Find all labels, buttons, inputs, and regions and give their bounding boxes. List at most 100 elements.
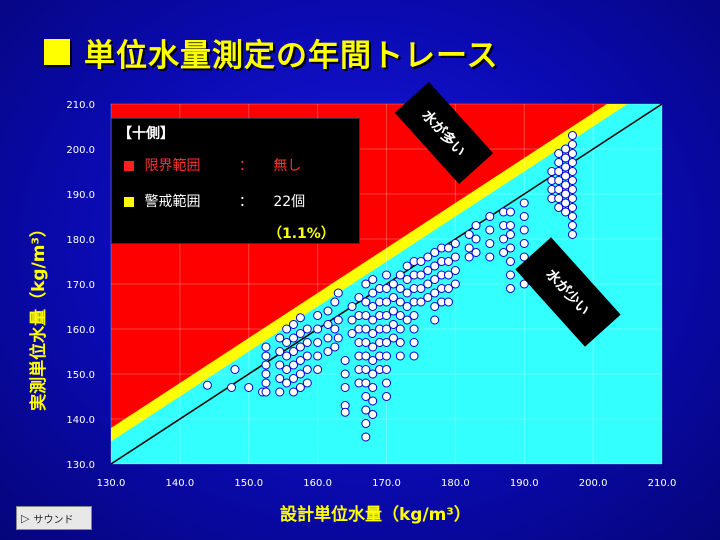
data-point: [368, 369, 378, 379]
x-tick-label: 190.0: [510, 478, 539, 489]
data-point: [354, 293, 364, 302]
data-point: [485, 252, 495, 262]
data-point: [505, 284, 515, 293]
y-axis-label: 実測単位水量（kg/m³）: [28, 219, 49, 411]
data-point: [347, 315, 357, 325]
data-point: [282, 365, 292, 374]
data-point: [333, 288, 343, 298]
data-point: [471, 221, 481, 230]
data-point: [416, 270, 426, 280]
warn-value: 22個: [273, 194, 306, 210]
data-point: [423, 252, 433, 262]
limit-separator: ：: [238, 158, 253, 174]
data-point: [323, 333, 333, 343]
y-tick-label: 160.0: [66, 325, 95, 336]
data-point: [505, 257, 515, 266]
data-point: [388, 306, 398, 316]
data-point: [340, 407, 350, 417]
data-point: [368, 302, 378, 311]
data-point: [395, 351, 405, 361]
data-point: [323, 347, 333, 356]
data-point: [295, 342, 305, 352]
data-point: [302, 324, 312, 334]
data-point: [485, 239, 495, 248]
data-point: [388, 293, 398, 302]
data-point: [567, 176, 577, 185]
data-point: [567, 167, 577, 176]
data-point: [416, 297, 426, 307]
warn-label: 警戒範囲: [144, 194, 201, 210]
data-point: [395, 284, 405, 293]
data-point: [409, 351, 419, 361]
data-point: [323, 306, 333, 316]
data-point: [333, 333, 343, 343]
data-point: [340, 369, 350, 379]
data-point: [361, 311, 371, 320]
data-point: [388, 279, 398, 289]
data-point: [388, 333, 398, 343]
warn-percentage: （1.1%）: [268, 226, 335, 242]
data-point: [282, 351, 292, 361]
data-point: [561, 180, 571, 190]
y-tick-label: 180.0: [66, 235, 95, 246]
data-point: [567, 194, 577, 203]
data-point: [275, 374, 285, 383]
data-point: [554, 167, 564, 176]
y-tick-label: 210.0: [66, 100, 95, 111]
data-point: [471, 248, 481, 257]
data-point: [402, 315, 412, 325]
data-point: [347, 329, 357, 338]
data-point: [561, 189, 571, 199]
data-point: [554, 194, 564, 203]
data-point: [289, 360, 299, 370]
data-point: [282, 378, 292, 388]
data-point: [313, 338, 323, 347]
data-point: [409, 324, 419, 334]
data-point: [302, 338, 312, 347]
data-point: [361, 405, 371, 415]
data-point: [519, 198, 529, 208]
data-point: [416, 257, 426, 266]
warn-separator: ：: [238, 194, 253, 210]
y-tick-label: 190.0: [66, 190, 95, 201]
y-tick-label: 170.0: [66, 280, 95, 291]
data-point: [227, 383, 237, 392]
data-point: [471, 234, 481, 244]
data-point: [282, 338, 292, 347]
data-point: [302, 351, 312, 361]
data-point: [409, 311, 419, 320]
x-tick-label: 180.0: [441, 478, 470, 489]
data-point: [261, 351, 271, 361]
data-point: [561, 171, 571, 181]
data-point: [382, 324, 391, 334]
limit-color-swatch: [124, 161, 134, 171]
data-point: [313, 351, 323, 361]
limit-value: 無し: [273, 158, 302, 174]
data-point: [430, 275, 440, 284]
data-point: [519, 225, 529, 235]
data-point: [423, 266, 433, 275]
data-point: [361, 297, 371, 307]
data-point: [382, 378, 391, 388]
data-point: [361, 365, 371, 374]
sound-button[interactable]: ▷ サウンド: [16, 506, 92, 530]
data-point: [388, 320, 398, 329]
data-point: [361, 392, 371, 401]
x-tick-label: 210.0: [648, 478, 677, 489]
legend-row-limit: 限界範囲 ： 無し: [124, 155, 301, 175]
data-point: [382, 297, 391, 307]
data-point: [289, 320, 299, 329]
legend-header: 【十側】: [118, 126, 174, 142]
data-point: [368, 356, 378, 365]
data-point: [275, 347, 285, 356]
data-point: [361, 419, 371, 428]
data-point: [567, 221, 577, 230]
data-point: [430, 288, 440, 298]
data-point: [554, 158, 564, 167]
data-point: [368, 288, 378, 298]
data-point: [261, 378, 271, 388]
data-point: [561, 198, 571, 208]
data-point: [416, 284, 426, 293]
data-point: [368, 383, 378, 392]
data-point: [409, 338, 419, 347]
